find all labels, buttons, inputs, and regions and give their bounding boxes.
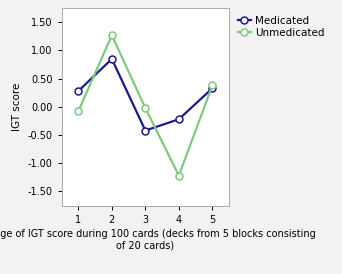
Medicated	[177, 118, 181, 121]
Line: Unmedicated: Unmedicated	[75, 32, 216, 179]
Unmedicated	[210, 84, 214, 87]
X-axis label: Change of IGT score during 100 cards (decks from 5 blocks consisting
of 20 cards: Change of IGT score during 100 cards (de…	[0, 229, 316, 250]
Medicated	[143, 129, 147, 132]
Medicated	[110, 57, 114, 61]
Unmedicated	[143, 106, 147, 110]
Line: Medicated: Medicated	[75, 55, 216, 134]
Unmedicated	[76, 110, 80, 113]
Unmedicated	[110, 34, 114, 37]
Medicated	[210, 87, 214, 90]
Medicated	[76, 89, 80, 93]
Legend: Medicated, Unmedicated: Medicated, Unmedicated	[236, 13, 326, 40]
Y-axis label: IGT score: IGT score	[12, 83, 22, 131]
Unmedicated	[177, 174, 181, 177]
